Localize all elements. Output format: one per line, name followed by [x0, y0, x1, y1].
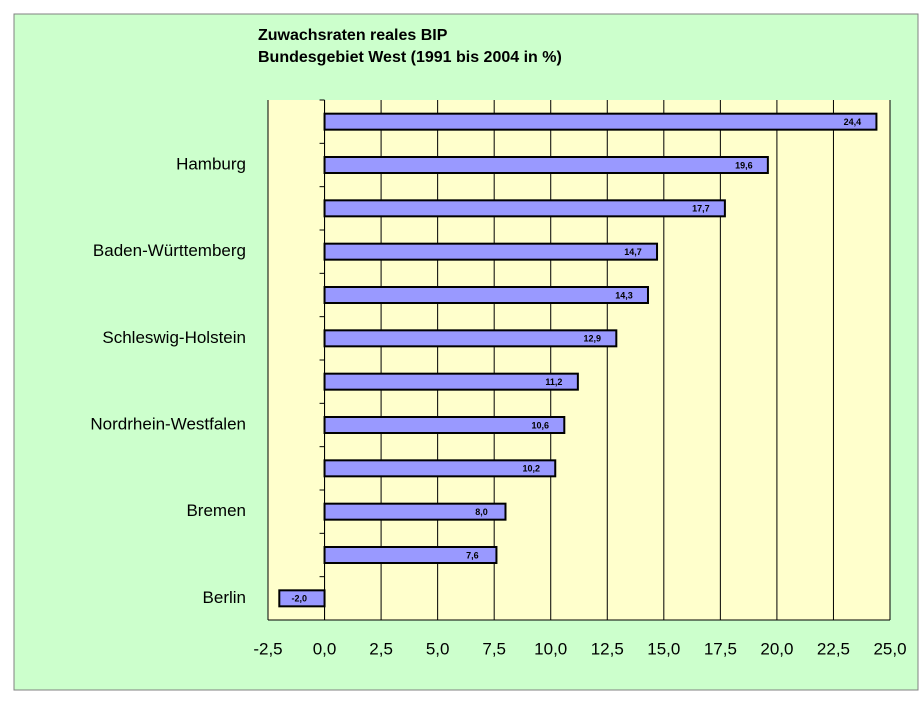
x-tick-label: 12,5 [591, 639, 624, 658]
x-tick-label: 25,0 [873, 639, 906, 658]
bar [323, 372, 579, 391]
y-tick-label: Hamburg [176, 154, 246, 173]
x-tick-label: 5,0 [426, 639, 450, 658]
bar [323, 199, 726, 218]
bar [278, 589, 326, 608]
x-tick-label: 15,0 [647, 639, 680, 658]
bar [323, 242, 659, 261]
y-tick-label: Bremen [186, 501, 246, 520]
x-tick-label: 22,5 [817, 639, 850, 658]
bar [323, 416, 566, 434]
y-tick-label: Baden-Württemberg [93, 241, 246, 260]
chart-title: Zuwachsraten reales BIP [258, 27, 448, 44]
x-tick-label: 7,5 [482, 639, 506, 658]
bar [323, 112, 878, 131]
value-label: 11,2 [545, 377, 562, 387]
bar [323, 329, 618, 348]
bar [323, 459, 557, 478]
x-tick-label: 17,5 [704, 639, 737, 658]
bar [323, 286, 649, 304]
bar [323, 156, 769, 174]
x-tick-label: -2,5 [253, 639, 282, 658]
x-tick-label: 10,0 [534, 639, 567, 658]
y-tick-label: Schleswig-Holstein [102, 328, 246, 347]
bar [323, 546, 498, 564]
value-label: -2,0 [292, 594, 308, 604]
x-tick-label: 2,5 [369, 639, 393, 658]
y-tick-label: Nordrhein-Westfalen [90, 414, 246, 433]
plot-area [268, 100, 890, 620]
x-tick-label: 0,0 [313, 639, 337, 658]
value-label: 12,9 [584, 334, 602, 344]
value-label: 10,2 [522, 464, 540, 474]
value-label: 8,0 [475, 507, 488, 517]
bar [323, 502, 507, 521]
value-label: 14,7 [624, 247, 642, 257]
value-label: 24,4 [844, 117, 862, 127]
value-label: 10,6 [532, 420, 550, 430]
value-label: 14,3 [615, 290, 633, 300]
y-tick-label: Berlin [203, 588, 246, 607]
x-tick-label: 20,0 [760, 639, 793, 658]
chart-subtitle: Bundesgebiet West (1991 bis 2004 in %) [258, 49, 562, 66]
value-label: 17,7 [692, 204, 710, 214]
value-label: 7,6 [466, 550, 479, 560]
value-label: 19,6 [735, 160, 753, 170]
